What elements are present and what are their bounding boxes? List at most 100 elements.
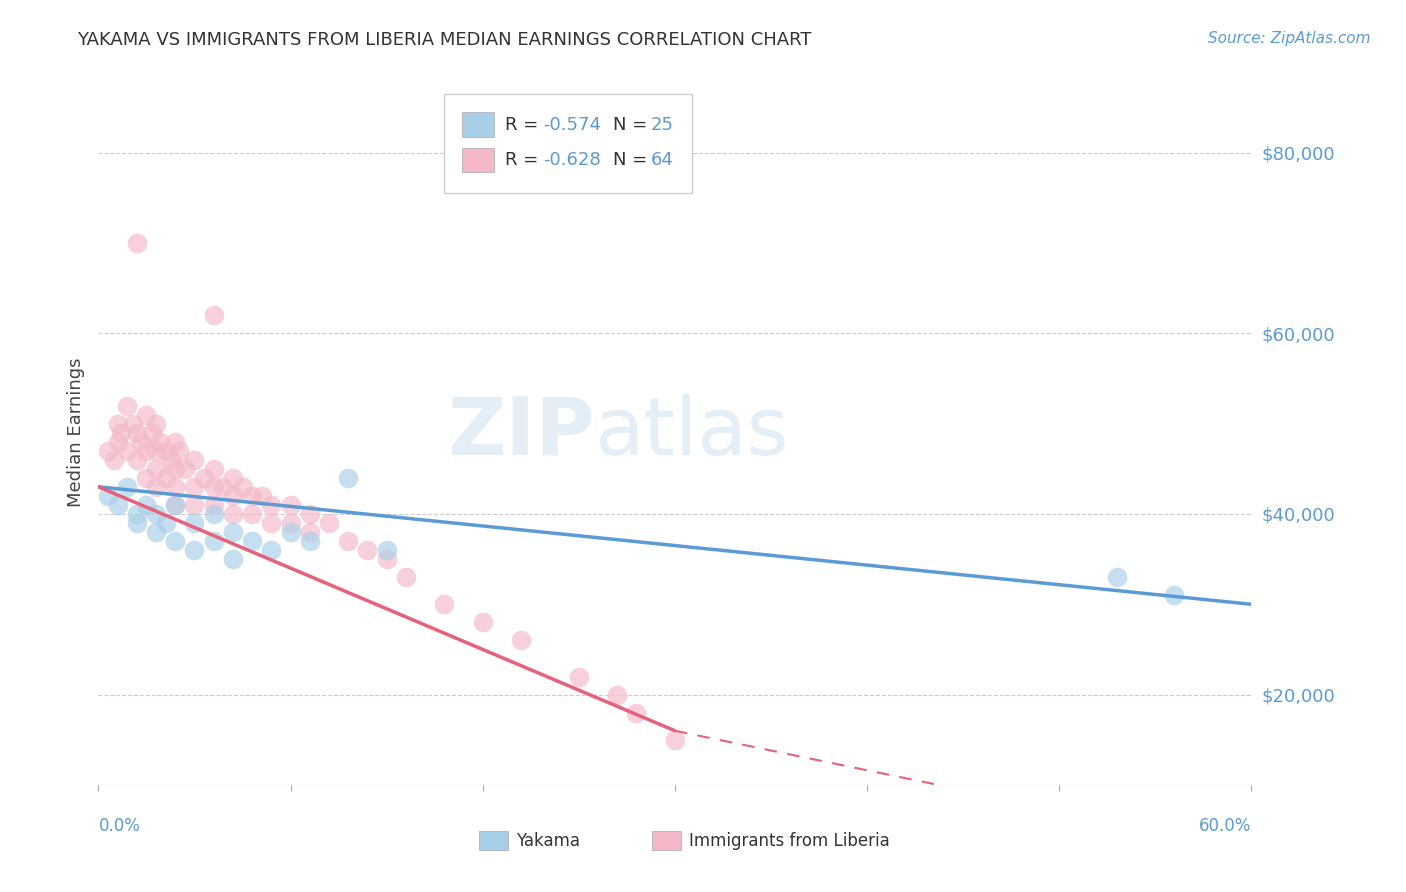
Point: [145, 524, 167, 539]
FancyBboxPatch shape: [652, 830, 681, 850]
Point: [337, 534, 360, 549]
Point: [141, 425, 163, 440]
Point: [202, 480, 225, 494]
Point: [145, 480, 167, 494]
Point: [568, 669, 591, 683]
Point: [165, 480, 187, 494]
Point: [135, 443, 157, 458]
Point: [97, 443, 120, 458]
Text: -0.628: -0.628: [544, 151, 602, 169]
Point: [222, 471, 245, 485]
Point: [202, 507, 225, 521]
Point: [145, 507, 167, 521]
Point: [165, 462, 187, 476]
Point: [202, 534, 225, 549]
Point: [298, 507, 321, 521]
Text: N =: N =: [613, 116, 652, 134]
Point: [626, 706, 648, 720]
Point: [240, 507, 263, 521]
Point: [135, 498, 157, 512]
Point: [606, 688, 628, 702]
Text: Yakama: Yakama: [516, 832, 579, 850]
Point: [125, 425, 148, 440]
Point: [107, 434, 129, 449]
Point: [125, 452, 148, 467]
FancyBboxPatch shape: [479, 830, 508, 850]
Point: [375, 552, 398, 566]
Point: [202, 462, 225, 476]
Point: [280, 498, 302, 512]
Point: [280, 524, 302, 539]
Point: [212, 480, 235, 494]
Point: [202, 498, 225, 512]
Point: [664, 732, 686, 747]
Point: [155, 471, 177, 485]
Point: [318, 516, 340, 530]
Point: [122, 417, 145, 431]
Point: [183, 452, 205, 467]
Text: 64: 64: [651, 151, 673, 169]
Point: [298, 534, 321, 549]
Text: 25: 25: [651, 116, 673, 134]
Point: [125, 516, 148, 530]
Point: [395, 570, 418, 584]
Point: [107, 417, 129, 431]
Point: [135, 471, 157, 485]
Point: [183, 480, 205, 494]
Point: [160, 452, 183, 467]
Point: [222, 552, 245, 566]
Point: [174, 462, 197, 476]
Point: [145, 462, 167, 476]
Y-axis label: Median Earnings: Median Earnings: [66, 358, 84, 508]
Point: [260, 516, 283, 530]
Text: Immigrants from Liberia: Immigrants from Liberia: [689, 832, 890, 850]
Point: [165, 498, 187, 512]
Point: [240, 489, 263, 503]
Point: [183, 498, 205, 512]
FancyBboxPatch shape: [461, 147, 494, 172]
Point: [97, 489, 120, 503]
Text: R =: R =: [505, 116, 544, 134]
Point: [110, 425, 132, 440]
Point: [193, 471, 215, 485]
Point: [117, 443, 139, 458]
Point: [149, 434, 172, 449]
Point: [165, 434, 187, 449]
Point: [1105, 570, 1128, 584]
Text: YAKAMA VS IMMIGRANTS FROM LIBERIA MEDIAN EARNINGS CORRELATION CHART: YAKAMA VS IMMIGRANTS FROM LIBERIA MEDIAN…: [77, 31, 811, 49]
Point: [260, 543, 283, 558]
Point: [250, 489, 273, 503]
Point: [135, 408, 157, 422]
Point: [183, 543, 205, 558]
Point: [167, 443, 190, 458]
Point: [125, 235, 148, 250]
Point: [298, 524, 321, 539]
Point: [145, 417, 167, 431]
FancyBboxPatch shape: [444, 95, 692, 193]
Point: [117, 480, 139, 494]
Point: [1163, 588, 1185, 602]
Point: [337, 471, 360, 485]
Point: [202, 308, 225, 322]
Point: [145, 443, 167, 458]
FancyBboxPatch shape: [461, 112, 494, 137]
Point: [222, 489, 245, 503]
Point: [129, 434, 152, 449]
Text: Source: ZipAtlas.com: Source: ZipAtlas.com: [1208, 31, 1371, 46]
Point: [103, 452, 125, 467]
Text: R =: R =: [505, 151, 544, 169]
Text: 60.0%: 60.0%: [1199, 817, 1251, 835]
Text: N =: N =: [613, 151, 652, 169]
Point: [155, 516, 177, 530]
Point: [471, 615, 494, 630]
Text: -0.574: -0.574: [544, 116, 602, 134]
Text: 0.0%: 0.0%: [98, 817, 141, 835]
Point: [433, 597, 456, 611]
Point: [117, 399, 139, 413]
Point: [165, 498, 187, 512]
Point: [222, 507, 245, 521]
Point: [125, 507, 148, 521]
Point: [280, 516, 302, 530]
Point: [375, 543, 398, 558]
Point: [240, 534, 263, 549]
